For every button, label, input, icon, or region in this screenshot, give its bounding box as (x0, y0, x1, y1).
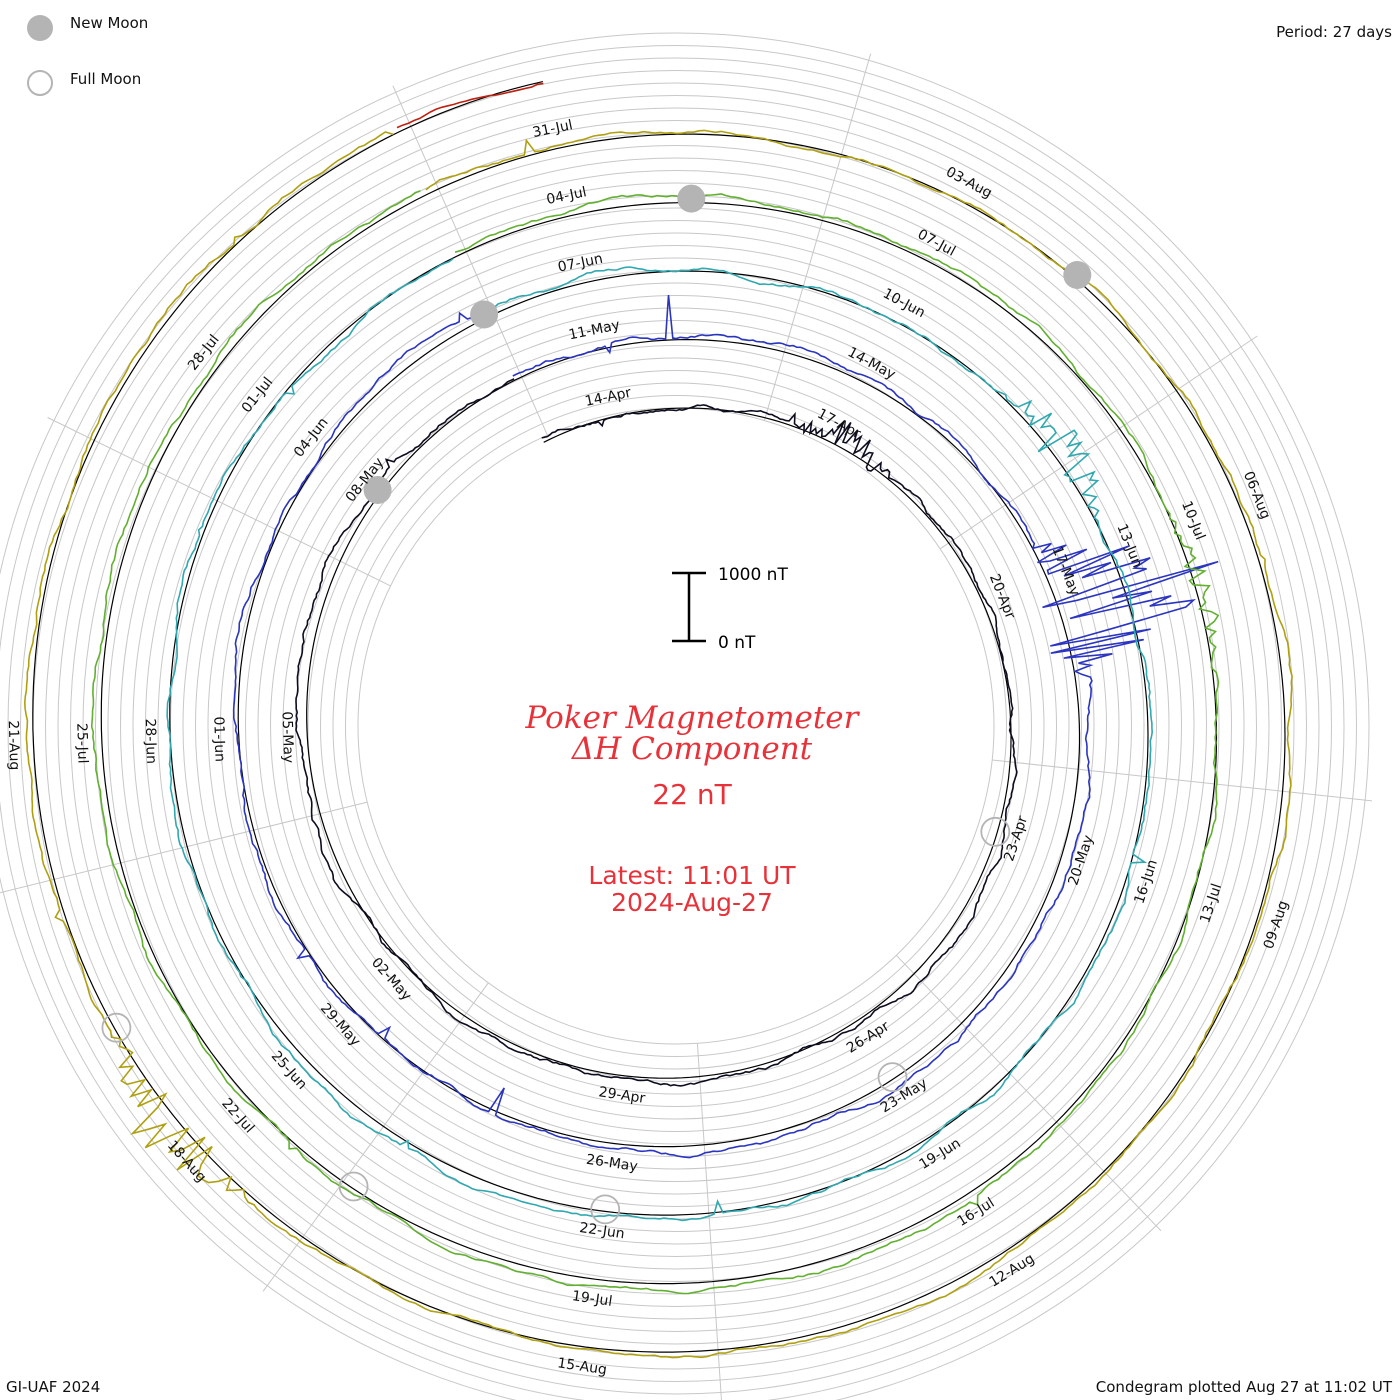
chart-title-line2: ΔH Component (571, 731, 813, 767)
grid-ring (107, 157, 1245, 1295)
full-moon-icon (27, 70, 53, 96)
grid-ring (295, 345, 1057, 1107)
date-label: 31-Jul (531, 117, 574, 141)
date-label: 20-May (1065, 833, 1096, 887)
footer-credit: GI-UAF 2024 (6, 1378, 101, 1396)
date-label: 22-Jun (578, 1220, 625, 1242)
date-label: 25-Jul (73, 723, 90, 764)
grid-spoke (992, 759, 1373, 802)
date-label: 19-Jul (571, 1288, 613, 1310)
date-label: 10-Jun (880, 286, 928, 322)
date-label: 11-May (567, 317, 621, 343)
series-trace-rotation-2 (232, 295, 1219, 1159)
date-label: 26-May (585, 1152, 639, 1175)
date-label: 05-May (279, 711, 297, 763)
full-moon-marker (980, 816, 1011, 847)
grid-ring (0, 45, 1357, 1400)
date-label: 14-Apr (584, 385, 633, 410)
new-moon-icon (27, 15, 53, 41)
date-label: 13-Jul (1197, 882, 1225, 926)
date-label: 15-Aug (556, 1355, 608, 1378)
date-label: 21-Aug (5, 720, 22, 770)
grid-spoke (939, 335, 1258, 550)
chart-title-line1: Poker Magnetometer (525, 700, 861, 736)
grid-ring (0, 32, 1370, 1400)
date-label: 29-May (317, 1000, 363, 1049)
full-moon-marker (877, 1062, 908, 1092)
new-moon-marker (363, 476, 392, 504)
grid-ring (7, 57, 1345, 1395)
full-moon-marker (338, 1171, 369, 1202)
scale-top-label: 1000 nT (718, 565, 788, 585)
legend-new-moon-label: New Moon (70, 14, 149, 32)
grid-ring (95, 145, 1257, 1307)
period-label: Period: 27 days (1276, 23, 1392, 41)
grid-ring (345, 395, 1007, 1057)
date-label: 10-Jul (1178, 499, 1208, 543)
grid-ring (332, 382, 1020, 1070)
grid-ring (70, 120, 1282, 1332)
series-trace-rotation-5 (23, 129, 1293, 1359)
new-moon-marker (677, 184, 706, 213)
new-moon-marker (1063, 261, 1092, 289)
date-label: 07-Jul (915, 226, 958, 259)
grid-spoke (47, 417, 391, 587)
grid-ring (57, 107, 1295, 1345)
grid-ring (157, 207, 1195, 1245)
full-moon-marker (101, 1012, 132, 1043)
grid-ring (207, 257, 1145, 1195)
scale-bottom-label: 0 nT (718, 633, 756, 653)
scale-bar: 1000 nT 0 nT (672, 565, 788, 653)
series-trace-rotation-6 (396, 82, 544, 129)
grid-ring (170, 220, 1182, 1232)
grid-ring (282, 332, 1070, 1120)
date-label: 06-Aug (1240, 469, 1273, 521)
date-label: 28-Jun (142, 718, 159, 764)
moon-markers (101, 184, 1092, 1225)
date-label: 01-Jun (210, 716, 227, 762)
date-label: 16-Jul (955, 1195, 998, 1230)
grid-ring (220, 270, 1132, 1182)
new-moon-marker (470, 300, 499, 329)
latest-date: 2024-Aug-27 (611, 888, 773, 917)
series-trace-rotation-3 (166, 258, 1154, 1222)
date-label: 13-Jun (1113, 522, 1145, 570)
current-value: 22 nT (652, 778, 732, 811)
footer-plot-time: Condegram plotted Aug 27 at 11:02 UT (1095, 1378, 1392, 1396)
grid-ring (120, 170, 1232, 1282)
legend-full-moon-label: Full Moon (70, 70, 142, 88)
full-moon-marker (590, 1194, 621, 1225)
date-label: 25-Jun (268, 1048, 310, 1093)
grid-spoke (696, 1043, 722, 1400)
grid-ring (45, 95, 1307, 1357)
series-trace-rotation-4 (90, 190, 1220, 1295)
series-trace-rotation-1 (295, 378, 1018, 1087)
data-traces (23, 82, 1293, 1359)
grid-rings (0, 32, 1370, 1400)
grid-ring (195, 245, 1157, 1207)
date-label: 29-Apr (598, 1084, 647, 1107)
grid-spoke (763, 53, 872, 421)
latest-time: Latest: 11:01 UT (588, 861, 796, 890)
grid-ring (320, 370, 1032, 1082)
grid-spoke (262, 982, 489, 1292)
grid-ring (20, 70, 1332, 1382)
grid-ring (245, 295, 1107, 1157)
grid-ring (257, 307, 1095, 1145)
grid-ring (270, 320, 1082, 1132)
grid-spoke (895, 954, 1162, 1232)
grid-ring (132, 182, 1220, 1270)
grid-ring (307, 357, 1045, 1095)
date-label: 07-Jun (556, 251, 604, 276)
grid-ring (232, 282, 1120, 1170)
center-info: Poker Magnetometer ΔH Component 22 nT La… (525, 700, 861, 917)
